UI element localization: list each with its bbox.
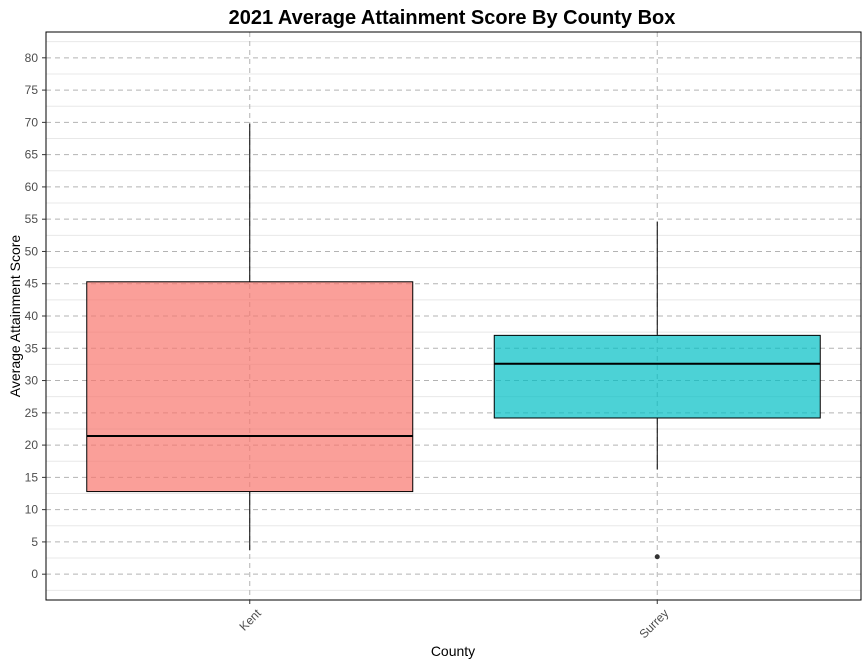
x-tick-label: Surrey bbox=[636, 606, 671, 641]
y-tick-label: 45 bbox=[25, 277, 39, 291]
y-tick-label: 40 bbox=[25, 309, 39, 323]
y-tick-label: 60 bbox=[25, 180, 39, 194]
y-tick-label: 20 bbox=[25, 438, 39, 452]
box-kent bbox=[86, 123, 414, 551]
outlier-point bbox=[654, 554, 660, 560]
y-axis-title: Average Attainment Score bbox=[7, 235, 23, 398]
box-surrey bbox=[493, 221, 821, 560]
x-tick-label: Kent bbox=[237, 606, 265, 634]
y-tick-label: 25 bbox=[25, 406, 39, 420]
y-tick-label: 0 bbox=[31, 567, 38, 581]
box-iqr bbox=[493, 334, 821, 419]
boxes bbox=[86, 123, 821, 560]
y-tick-label: 70 bbox=[25, 115, 39, 129]
y-tick-label: 50 bbox=[25, 244, 39, 258]
y-tick-label: 75 bbox=[25, 83, 39, 97]
x-axis-title: County bbox=[431, 643, 475, 659]
y-tick-label: 15 bbox=[25, 470, 39, 484]
y-axis-ticks: 0 5 10 15 20 25 30 35 40 45 50 55 60 65 70 75 80 bbox=[25, 51, 46, 581]
x-axis-ticks: Kent Surrey bbox=[237, 600, 671, 641]
y-tick-label: 30 bbox=[25, 374, 39, 388]
y-tick-label: 5 bbox=[31, 535, 38, 549]
chart-title: 2021 Average Attainment Score By County … bbox=[229, 7, 676, 29]
y-tick-label: 80 bbox=[25, 51, 39, 65]
y-tick-label: 10 bbox=[25, 503, 39, 517]
y-tick-label: 35 bbox=[25, 341, 39, 355]
y-tick-label: 65 bbox=[25, 148, 39, 162]
y-tick-label: 55 bbox=[25, 212, 39, 226]
box-iqr bbox=[86, 281, 414, 493]
